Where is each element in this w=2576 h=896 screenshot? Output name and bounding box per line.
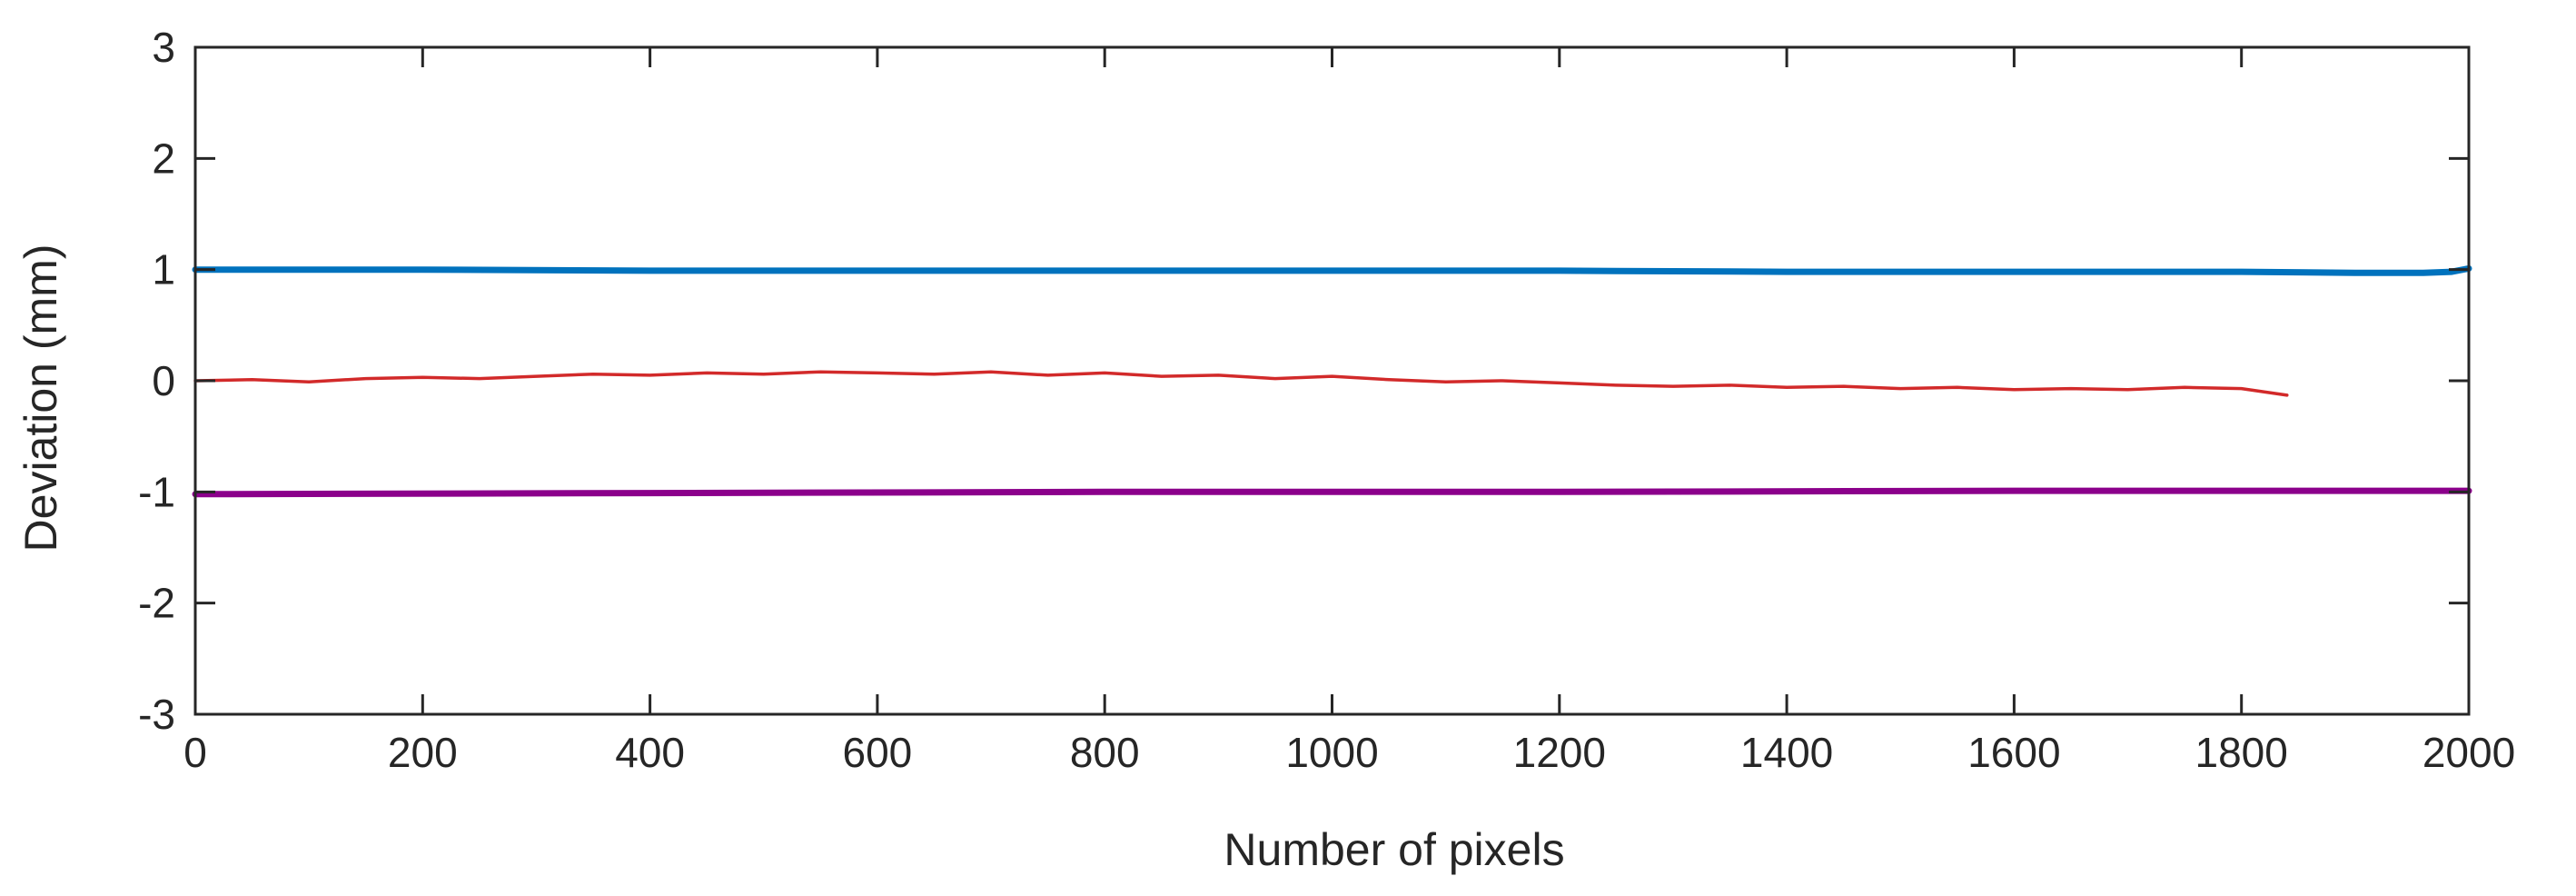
series-layer <box>192 264 2472 498</box>
x-tick-label: 1400 <box>1740 729 1833 776</box>
x-tick-label: 1000 <box>1285 729 1378 776</box>
plot-background <box>195 47 2469 714</box>
series-line-2 <box>193 370 2289 397</box>
x-tick-label: 2000 <box>2422 729 2515 776</box>
y-tick-label: 0 <box>152 357 175 404</box>
axes-layer: 0 200 400 600 800 1000 1200 1400 1600 1800 2000 -3 -… <box>138 24 2515 776</box>
x-tick-label: 200 <box>388 729 458 776</box>
x-tick-label: 1600 <box>1967 729 2060 776</box>
y-tick-label: 3 <box>152 24 175 71</box>
series-line-1 <box>192 264 2472 276</box>
x-tick-label: 0 <box>183 729 207 776</box>
y-tick-label: 2 <box>152 134 175 182</box>
plot-area <box>195 47 2469 714</box>
y-tick-label: 1 <box>152 246 175 294</box>
x-axis-label: Number of pixels <box>1224 824 1564 875</box>
x-tick-label: 800 <box>1070 729 1140 776</box>
series-line-3 <box>192 487 2472 498</box>
x-tick-label: 1800 <box>2195 729 2288 776</box>
x-tick-label: 1200 <box>1513 729 1606 776</box>
y-tick-label: -2 <box>138 580 175 627</box>
y-axis-label: Deviation (mm) <box>15 244 66 553</box>
y-tick-label: -1 <box>138 468 175 515</box>
x-tick-label: 600 <box>843 729 913 776</box>
y-tick-label: -3 <box>138 691 175 738</box>
x-tick-label: 400 <box>615 729 685 776</box>
